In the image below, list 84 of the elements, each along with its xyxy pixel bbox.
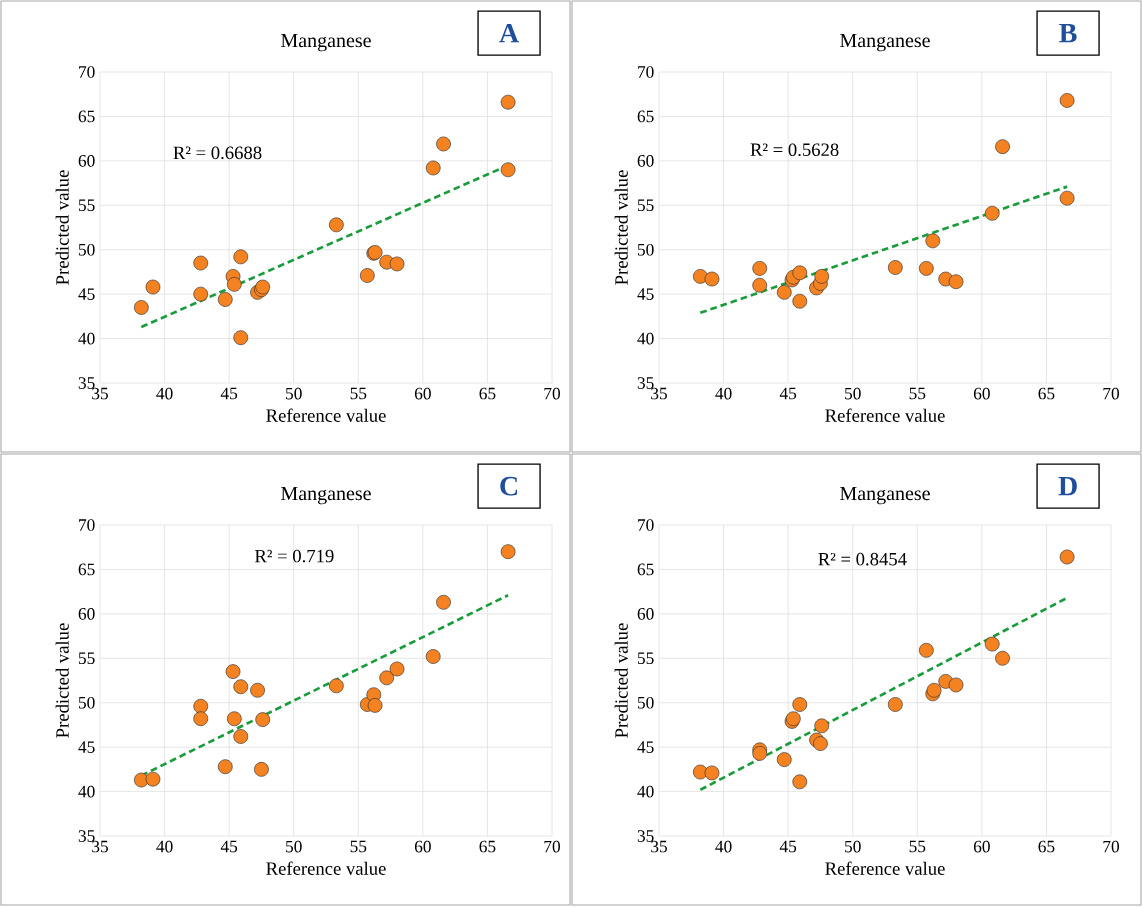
x-tick-label: 70: [1103, 840, 1120, 853]
x-tick-label: 70: [544, 840, 561, 853]
y-tick-label: 50: [78, 696, 95, 709]
text: B: [1059, 23, 1077, 43]
y-tick-label: 45: [637, 741, 654, 753]
y-tick-label: 35: [637, 830, 654, 842]
y-tick-label: 70: [79, 66, 95, 78]
x-tick-label: 55: [909, 387, 926, 400]
x-tick-label: 50: [845, 387, 861, 400]
y-tick-label: 35: [78, 377, 95, 389]
x-tick-label: 35: [651, 387, 667, 400]
x-tick-label: 70: [544, 387, 561, 400]
y-tick-label: 55: [78, 199, 95, 212]
y-tick-label: 65: [637, 110, 654, 123]
annotation: R² = 0.8454: [818, 552, 907, 566]
x-axis-title: Reference value: [266, 408, 386, 422]
text: C: [500, 476, 518, 496]
x-tick-label: 65: [479, 840, 496, 853]
y-tick-label: 45: [78, 741, 95, 753]
x-tick-label: 60: [973, 387, 990, 400]
y-tick-label: 55: [78, 652, 95, 665]
x-tick-label: 60: [973, 840, 990, 853]
x-tick-label: 60: [414, 840, 431, 853]
y-tick-label: 50: [637, 243, 654, 256]
y-axis-title: Predicted value: [55, 170, 69, 285]
y-tick-label: 50: [78, 243, 95, 256]
y-tick-label: 60: [637, 608, 654, 620]
y-tick-label: 45: [78, 288, 95, 300]
annotation: R² = 0.719: [254, 549, 334, 563]
x-tick-label: 70: [1103, 387, 1120, 400]
y-tick-label: 45: [637, 288, 654, 300]
x-tick-label: 35: [92, 387, 108, 400]
x-tick-label: 60: [414, 387, 431, 400]
x-tick-label: 40: [156, 387, 173, 400]
x-tick-label: 40: [715, 387, 732, 400]
y-tick-label: 65: [637, 563, 654, 576]
x-tick-label: 55: [909, 840, 926, 853]
chart-title: Manganese: [281, 33, 371, 52]
text: D: [1058, 476, 1077, 496]
x-tick-label: 55: [350, 387, 367, 400]
x-tick-label: 50: [286, 840, 302, 853]
x-tick-label: 55: [350, 840, 367, 853]
y-tick-label: 40: [78, 785, 95, 798]
chart-title: Manganese: [840, 33, 930, 52]
y-tick-label: 35: [78, 830, 95, 842]
x-tick-label: 40: [715, 840, 732, 853]
y-tick-label: 50: [637, 696, 654, 709]
y-tick-label: 60: [637, 155, 654, 167]
y-tick-label: 70: [638, 66, 654, 78]
y-tick-label: 55: [637, 652, 654, 665]
y-tick-label: 60: [78, 608, 95, 620]
y-tick-label: 40: [637, 785, 654, 798]
y-tick-label: 70: [79, 519, 95, 531]
y-axis-title: Predicted value: [614, 623, 628, 738]
y-tick-label: 40: [637, 332, 654, 345]
x-tick-label: 35: [651, 840, 667, 853]
annotation: R² = 0.6688: [173, 146, 262, 160]
x-tick-label: 45: [220, 387, 238, 400]
x-axis-title: Reference value: [825, 861, 945, 875]
y-tick-label: 70: [638, 519, 654, 531]
text: A: [499, 23, 519, 43]
y-tick-label: 60: [78, 155, 95, 167]
x-tick-label: 40: [156, 840, 173, 853]
x-tick-label: 50: [286, 387, 302, 400]
annotation: R² = 0.5628: [750, 143, 839, 157]
x-tick-label: 35: [92, 840, 108, 853]
x-tick-label: 65: [1038, 387, 1055, 400]
y-tick-label: 55: [637, 199, 654, 212]
x-axis-title: Reference value: [825, 408, 945, 422]
y-tick-label: 65: [78, 563, 95, 576]
x-tick-label: 45: [220, 840, 238, 853]
x-tick-label: 45: [779, 840, 797, 853]
y-tick-label: 35: [637, 377, 654, 389]
x-tick-label: 50: [845, 840, 861, 853]
y-tick-label: 40: [78, 332, 95, 345]
chart-title: Manganese: [281, 486, 371, 505]
x-tick-label: 65: [479, 387, 496, 400]
x-axis-title: Reference value: [266, 861, 386, 875]
y-axis-title: Predicted value: [55, 623, 69, 738]
y-tick-label: 65: [78, 110, 95, 123]
y-axis-title: Predicted value: [614, 170, 628, 285]
x-tick-label: 45: [779, 387, 797, 400]
chart-title: Manganese: [840, 486, 930, 505]
x-tick-label: 65: [1038, 840, 1055, 853]
